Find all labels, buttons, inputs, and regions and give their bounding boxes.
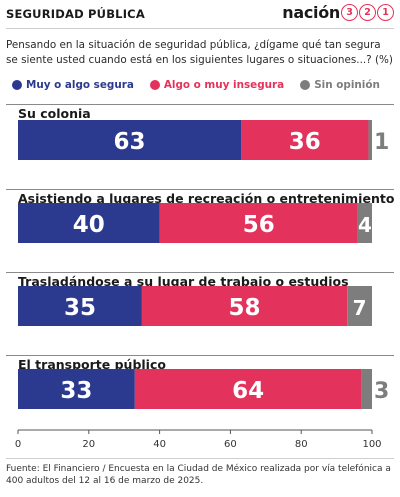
- data-label-no-opinion-4: 3: [374, 379, 389, 404]
- row-divider: [6, 189, 394, 190]
- x-tick-label-60: 60: [224, 439, 237, 450]
- legend-swatch-no-opinion: [300, 80, 311, 90]
- bar-unsafe-4: [134, 369, 362, 409]
- bar-safe-2: [18, 203, 160, 243]
- brand-logo: nación 3 2 1: [282, 3, 394, 22]
- row-divider: [6, 272, 394, 273]
- header-divider: [6, 28, 394, 29]
- bar-safe-3: [18, 286, 142, 326]
- chart-legend: Muy o algo segura Algo o muy insegura Si…: [12, 79, 396, 91]
- data-label-unsafe-1: 36: [289, 129, 321, 155]
- x-tick-label-40: 40: [153, 439, 166, 450]
- section-title: SEGURIDAD PÚBLICA: [6, 7, 145, 21]
- legend-item-no-opinion: Sin opinión: [300, 79, 380, 91]
- data-label-no-opinion-2: 4: [358, 213, 372, 237]
- category-label-1: Su colonia: [18, 106, 91, 121]
- bar-no-opinion-1: [368, 120, 372, 160]
- x-tick-label-100: 100: [362, 439, 381, 450]
- row-divider: [6, 355, 394, 356]
- legend-label-no-opinion: Sin opinión: [314, 79, 380, 91]
- x-tick-label-20: 20: [82, 439, 95, 450]
- bar-unsafe-2: [159, 203, 358, 243]
- row-divider: [6, 104, 394, 105]
- bar-safe-1: [18, 120, 242, 160]
- legend-swatch-unsafe: [149, 80, 160, 90]
- data-label-unsafe-4: 64: [232, 378, 264, 404]
- source-note: Fuente: El Financiero / Encuesta en la C…: [6, 464, 391, 486]
- brand-digit-3: 1: [377, 4, 394, 21]
- bar-no-opinion-2: [357, 203, 372, 243]
- data-label-no-opinion-3: 7: [353, 296, 367, 320]
- brand-digit-1: 3: [341, 4, 358, 21]
- data-label-unsafe-3: 58: [229, 295, 261, 321]
- x-tick-label-80: 80: [295, 439, 308, 450]
- bar-unsafe-3: [141, 286, 348, 326]
- data-label-safe-2: 40: [73, 212, 105, 238]
- brand-wordmark: nación: [282, 3, 340, 22]
- bar-safe-4: [18, 369, 135, 409]
- category-label-4: El transporte público: [18, 357, 166, 372]
- footer-divider: [6, 458, 394, 459]
- header-bar: SEGURIDAD PÚBLICA nación 3 2 1: [0, 0, 400, 28]
- data-label-safe-1: 63: [114, 129, 146, 155]
- data-label-no-opinion-1: 1: [374, 130, 389, 155]
- bar-no-opinion-3: [347, 286, 372, 326]
- bar-no-opinion-4: [361, 369, 372, 409]
- data-label-safe-4: 33: [60, 378, 92, 404]
- data-label-unsafe-2: 56: [243, 212, 275, 238]
- bar-unsafe-1: [241, 120, 369, 160]
- stacked-bar-chart: 63 36 1 40 56 4 35 58 7 33 64 3 0 20 40 60 80 100: [15, 120, 389, 450]
- legend-item-safe: Muy o algo segura: [12, 79, 134, 91]
- legend-swatch-safe: [12, 80, 22, 90]
- legend-item-unsafe: Algo o muy insegura: [149, 79, 285, 91]
- legend-label-safe: Muy o algo segura: [26, 79, 134, 91]
- x-tick-label-0: 0: [15, 439, 21, 450]
- category-label-2: Asistiendo a lugares de recreación o ent…: [18, 191, 395, 206]
- data-label-safe-3: 35: [64, 295, 96, 321]
- survey-question: Pensando en la situación de seguridad pú…: [6, 39, 393, 66]
- legend-label-unsafe: Algo o muy insegura: [163, 79, 285, 91]
- category-label-3: Trasladándose a su lugar de trabajo o es…: [18, 274, 349, 289]
- brand-digit-2: 2: [359, 4, 376, 21]
